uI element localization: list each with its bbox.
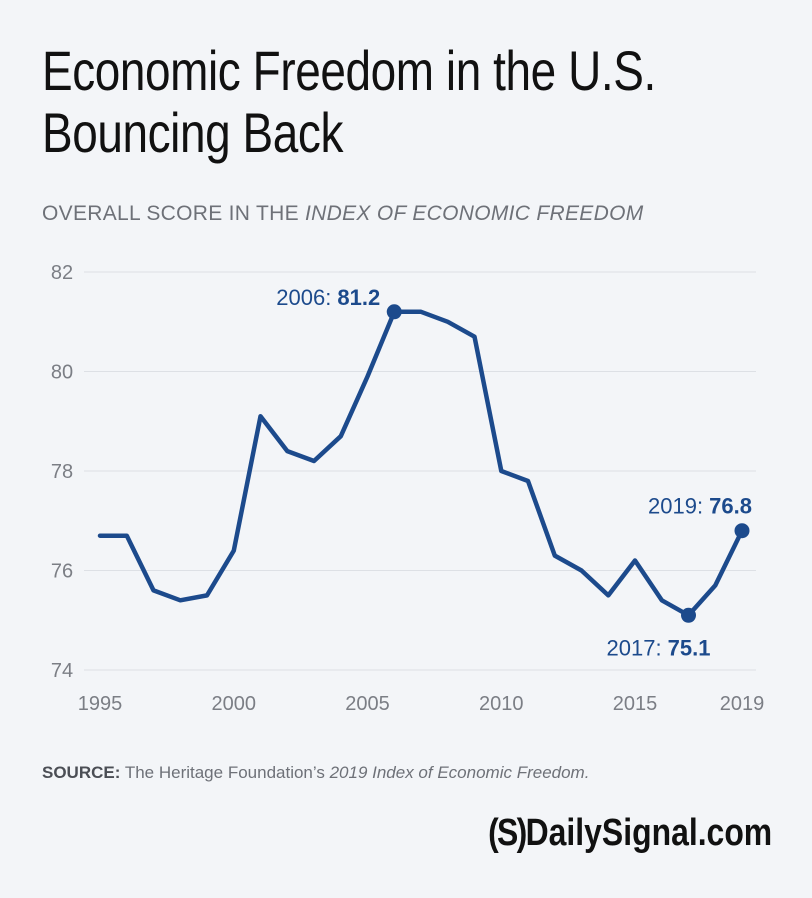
chart-title-line-2: Bouncing Back <box>42 101 344 164</box>
data-label: 2019: 76.8 <box>648 494 752 519</box>
line-chart: 74 76 78 80 82 1995 2000 2005 2010 2015 2019 2006: … <box>51 262 765 715</box>
data-label-year: 2019: <box>648 494 709 519</box>
y-tick-label: 80 <box>51 362 73 384</box>
chart-subtitle-prefix: OVERALL SCORE IN THE <box>42 202 306 225</box>
data-point-marker <box>734 523 750 539</box>
data-point-marker <box>386 304 402 320</box>
data-label: 2017: 75.1 <box>607 635 711 660</box>
chart-title: Economic Freedom in the U.S. Bouncing Ba… <box>42 39 656 164</box>
data-label-value: 81.2 <box>337 285 380 310</box>
chart-subtitle: OVERALL SCORE IN THE INDEX OF ECONOMIC F… <box>42 202 644 226</box>
data-label-year: 2006: <box>276 285 337 310</box>
data-label: 2006: 81.2 <box>276 285 380 310</box>
x-tick-label: 2005 <box>345 693 390 715</box>
x-tick-label: 2015 <box>613 693 658 715</box>
x-tick-label: 1995 <box>78 693 123 715</box>
source-note: SOURCE: The Heritage Foundation’s 2019 I… <box>42 763 589 783</box>
series-line <box>97 309 745 618</box>
y-tick-label: 76 <box>51 561 73 583</box>
y-tick-label: 78 <box>51 461 73 483</box>
chart-subtitle-italic: INDEX OF ECONOMIC FREEDOM <box>305 202 644 225</box>
x-tick-label: 2000 <box>212 693 257 715</box>
dailysignal-logo: (S)DailySignal.com <box>488 812 772 855</box>
y-tick-label: 82 <box>51 262 73 284</box>
source-italic: 2019 Index of Economic Freedom. <box>329 763 590 782</box>
chart-title-line-1: Economic Freedom in the U.S. <box>42 39 656 102</box>
data-point-marker <box>681 607 696 623</box>
x-tick-label: 2019 <box>720 693 765 715</box>
dailysignal-s-icon: (S) <box>487 812 527 854</box>
y-tick-label: 74 <box>51 660 73 682</box>
x-tick-label: 2010 <box>479 693 524 715</box>
data-label-value: 76.8 <box>709 494 752 519</box>
data-label-year: 2017: <box>607 635 668 660</box>
source-text: The Heritage Foundation’s <box>120 763 330 782</box>
source-label: SOURCE: <box>42 763 121 782</box>
dailysignal-logo-text: DailySignal.com <box>525 812 772 854</box>
data-label-value: 75.1 <box>668 635 711 660</box>
